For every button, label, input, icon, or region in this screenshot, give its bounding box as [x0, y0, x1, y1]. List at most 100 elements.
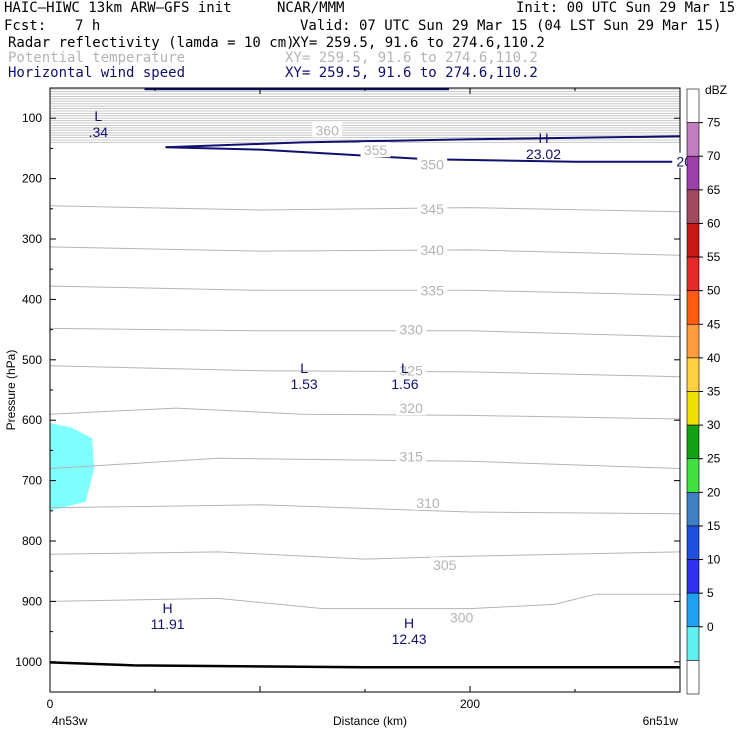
- colorbar-swatch: [686, 660, 700, 695]
- y-axis-label: Pressure (hPa): [4, 350, 18, 431]
- colorbar-label: 60: [707, 216, 721, 230]
- y-tick-label: 1000: [15, 655, 42, 669]
- wind-extremum-marker: H: [538, 130, 548, 146]
- field-1-name: Radar reflectivity (lamda = 10 cm): [8, 35, 295, 51]
- wind-extremum-value: 23.02: [526, 146, 561, 162]
- colorbar-swatch: [686, 559, 700, 594]
- wind-extremum-marker: L: [401, 360, 409, 376]
- y-axis: 100 200 300 400 500 600 700 800 900 1000: [15, 87, 680, 693]
- colorbar-label: 20: [707, 485, 721, 499]
- colorbar-label: 30: [707, 418, 721, 432]
- theta-label: 330: [400, 322, 424, 338]
- colorbar-swatch: [686, 88, 700, 123]
- x-axis: 0 200: [47, 88, 681, 711]
- theta-label-bg: [396, 448, 427, 464]
- field-3-xy: XY= 259.5, 91.6 to 274.6,110.2: [285, 65, 538, 81]
- y-tick-label: 300: [22, 232, 42, 246]
- terrain-surface: [49, 661, 680, 669]
- init-time: Init: 00 UTC Sun 29 Mar 15: [516, 0, 736, 16]
- x-left-endpoint: 4n53w: [52, 714, 88, 728]
- x-tick-label: 200: [460, 697, 480, 711]
- colorbar-unit: dBZ: [705, 83, 727, 97]
- colorbar-swatch: [686, 391, 700, 426]
- theta-contour: [49, 246, 681, 256]
- theta-label-bg: [417, 282, 448, 298]
- theta-label: 335: [421, 282, 445, 298]
- theta-label-bg: [417, 241, 448, 257]
- colorbar-swatch: [686, 525, 700, 560]
- plot-frame: [49, 87, 681, 693]
- theta-label-bg: [417, 156, 448, 172]
- colorbar-swatch: [686, 492, 700, 527]
- field-3-name: Horizontal wind speed: [8, 65, 186, 81]
- org-label: NCAR/MMM: [277, 0, 345, 16]
- theta-contours: [49, 205, 681, 610]
- theta-label: 300: [450, 610, 474, 626]
- theta-label: 350: [421, 157, 445, 173]
- theta-label-bg: [446, 609, 477, 625]
- forecast-label: Fcst:: [4, 18, 47, 34]
- wind-extremum-value: 11.91: [151, 616, 185, 632]
- theta-label-bg: [312, 122, 343, 138]
- colorbar-label: 65: [707, 183, 721, 197]
- x-tick-label: 0: [47, 697, 54, 711]
- theta-contour: [49, 205, 681, 213]
- colorbar-swatch: [686, 458, 700, 493]
- theta-contour: [49, 593, 680, 610]
- wind-extremum-value: 1.53: [290, 376, 317, 392]
- theta-label: 305: [433, 557, 457, 573]
- colorbar-swatch: [686, 357, 700, 392]
- theta-label-bg: [360, 142, 391, 158]
- colorbar-label: 40: [707, 351, 721, 365]
- theta-contour: [49, 457, 681, 469]
- wind-extremum-value: .34: [89, 124, 109, 140]
- theta-label-bg: [413, 494, 443, 510]
- y-tick-label: 800: [22, 534, 42, 548]
- colorbar-label: 45: [707, 317, 721, 331]
- theta-label: 310: [416, 495, 440, 511]
- y-tick-label: 900: [22, 594, 42, 608]
- colorbar-label: 0: [707, 620, 714, 634]
- x-right-endpoint: 6n51w: [643, 714, 679, 728]
- colorbar-swatch: [686, 424, 700, 460]
- colorbar-label: 10: [707, 553, 721, 567]
- colorbar-swatch: [686, 592, 700, 628]
- colorbar-label: 75: [707, 116, 721, 130]
- wind-extremum-value: 1.56: [391, 376, 418, 392]
- colorbar-swatch: [686, 189, 700, 224]
- wind-extremum-marker: H: [163, 600, 173, 616]
- colorbar-label: 55: [707, 250, 721, 264]
- theta-label-bg: [429, 557, 460, 573]
- theta-label: 340: [421, 242, 445, 258]
- y-tick-label: 200: [22, 172, 42, 186]
- theta-label-bg: [396, 321, 427, 337]
- theta-contour: [49, 551, 681, 560]
- field-2-xy: XY= 259.5, 91.6 to 274.6,110.2: [285, 50, 538, 66]
- colorbar-swatch: [686, 122, 700, 157]
- y-tick-label: 100: [22, 111, 42, 125]
- colorbar-label: 50: [707, 284, 721, 298]
- theta-labels: 360 355 350 345 340 335 330 325 320 315 310 305 300: [312, 122, 477, 626]
- y-tick-label: 700: [22, 474, 42, 488]
- field-2-name: Potential temperature: [8, 50, 186, 66]
- theta-label: 345: [421, 201, 445, 217]
- theta-label: 355: [364, 142, 388, 158]
- theta-label-bg: [396, 400, 427, 416]
- y-tick-label: 400: [22, 292, 42, 306]
- theta-contour: [49, 407, 681, 420]
- colorbar-label: 70: [707, 149, 721, 163]
- colorbar-swatch: [686, 626, 700, 661]
- theta-label: 360: [316, 122, 340, 138]
- colorbar-label: 35: [707, 385, 721, 399]
- wind-extremum-marker: L: [300, 360, 308, 376]
- terrain-line: [49, 661, 680, 669]
- field-1-xy: XY= 259.5, 91.6 to 274.6,110.2: [292, 35, 545, 51]
- colorbar-swatch: [686, 155, 700, 191]
- forecast-hours: 7 h: [75, 18, 101, 34]
- theta-contour: [49, 504, 681, 515]
- theta-contour: [49, 327, 681, 338]
- wind-extremum-marker: H: [404, 615, 414, 631]
